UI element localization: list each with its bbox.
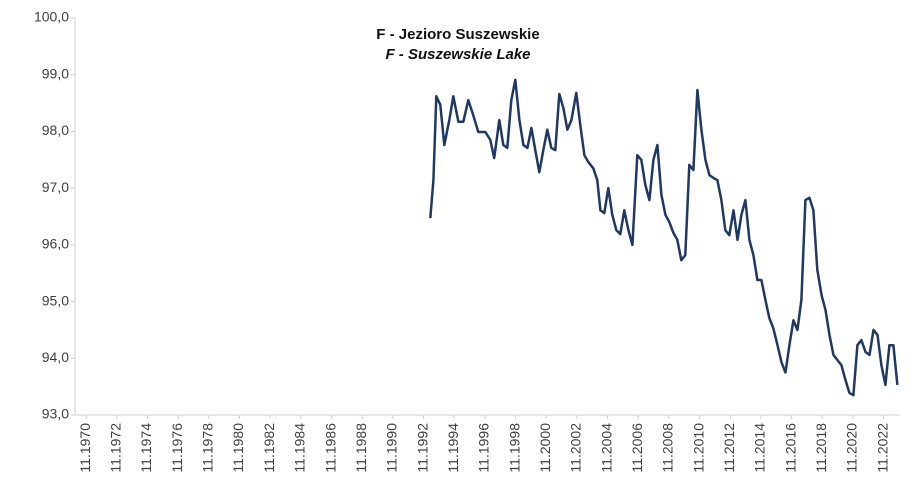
y-tick-label: 99,0 <box>42 65 69 81</box>
x-tick-label: 11.2016 <box>782 423 798 473</box>
y-tick-label: 100,0 <box>34 9 69 25</box>
chart-subtitle: F - Suszewskie Lake <box>385 46 530 63</box>
x-tick-label: 11.1988 <box>353 423 369 473</box>
x-tick-label: 11.1996 <box>476 423 492 473</box>
x-tick-label: 11.2020 <box>844 423 860 473</box>
y-tick-label: 95,0 <box>42 292 69 308</box>
x-tick-label: 11.2014 <box>752 423 768 473</box>
x-tick-label: 11.2000 <box>537 423 553 473</box>
x-tick-label: 11.1982 <box>261 423 277 473</box>
y-tick-label: 97,0 <box>42 179 69 195</box>
x-tick-label: 11.1994 <box>445 423 461 473</box>
x-tick-label: 11.2008 <box>660 423 676 473</box>
y-tick-label: 94,0 <box>42 349 69 365</box>
x-tick-label: 11.1970 <box>77 423 93 473</box>
x-tick-label: 11.1992 <box>414 423 430 473</box>
x-tick-label: 11.1986 <box>322 423 338 473</box>
x-tick-label: 11.2018 <box>813 423 829 473</box>
x-tick-label: 11.2006 <box>629 423 645 473</box>
x-tick-label: 11.1990 <box>384 423 400 473</box>
y-tick-label: 96,0 <box>42 236 69 252</box>
chart-title: F - Jezioro Suszewskie <box>376 26 539 43</box>
x-tick-label: 11.2012 <box>721 423 737 473</box>
x-tick-label: 11.1974 <box>138 423 154 473</box>
y-tick-label: 93,0 <box>42 406 69 422</box>
x-tick-label: 11.1972 <box>108 423 124 473</box>
line-series <box>429 78 899 397</box>
x-tick-label: 11.1998 <box>506 423 522 473</box>
x-tick-label: 11.2010 <box>690 423 706 473</box>
x-tick-label: 11.2022 <box>874 423 890 473</box>
x-tick-label: 11.1976 <box>169 423 185 473</box>
x-tick-label: 11.2002 <box>568 423 584 473</box>
y-tick-label: 98,0 <box>42 122 69 138</box>
x-tick-label: 11.1984 <box>292 423 308 473</box>
x-tick-label: 11.1978 <box>200 423 216 473</box>
x-tick-label: 11.1980 <box>230 423 246 473</box>
x-tick-label: 11.2004 <box>598 423 614 473</box>
